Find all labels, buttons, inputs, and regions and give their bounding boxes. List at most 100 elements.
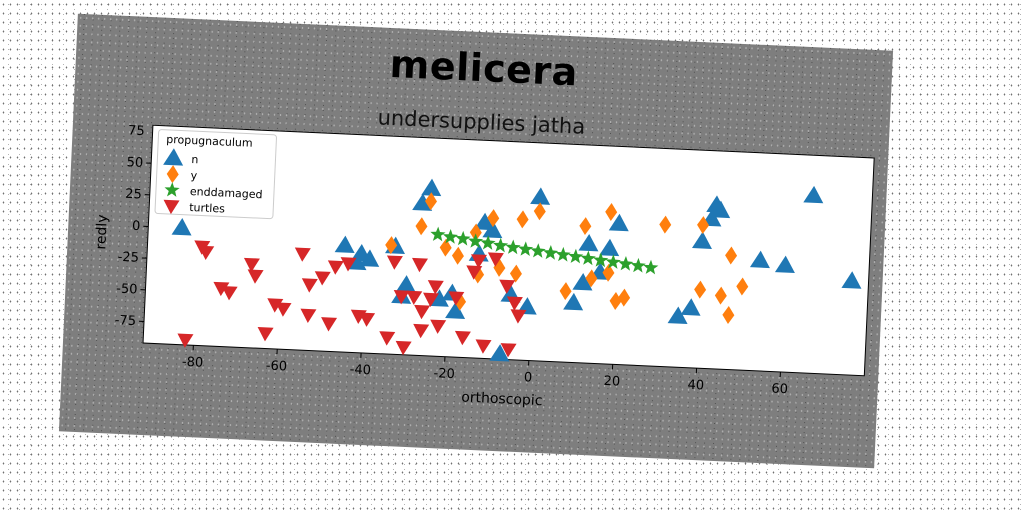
series-0-point (489, 344, 510, 362)
series-1-point (454, 292, 467, 311)
series-3-point (314, 271, 331, 286)
series-3-point (454, 330, 471, 346)
series-1-point (714, 286, 727, 305)
series-2-point (442, 229, 459, 244)
series-3-point (327, 260, 344, 275)
series-3-point (395, 340, 412, 356)
series-0-point (680, 298, 701, 316)
y-tick-label: -25 (117, 250, 139, 266)
series-0-point (421, 178, 442, 197)
series-2-point (543, 245, 559, 260)
x-tick-label: 0 (524, 370, 533, 385)
series-3-point (414, 304, 431, 320)
series-1-point (605, 203, 618, 222)
legend-marker-1 (166, 165, 179, 184)
series-2-point (618, 256, 634, 271)
series-3-point (487, 252, 504, 267)
series-1-point (509, 264, 522, 283)
series-1-point (415, 217, 428, 236)
series-3-point (448, 291, 465, 306)
x-tick-label: -80 (182, 355, 204, 371)
series-3-point (475, 339, 492, 354)
y-tick-label: -75 (114, 313, 136, 329)
series-0-point (667, 306, 688, 324)
series-3-point (427, 280, 444, 295)
series-3-point (340, 257, 357, 272)
series-1-point (618, 288, 631, 307)
series-0-point (334, 235, 355, 254)
series-0-point (412, 193, 433, 211)
series-1-point (516, 210, 529, 229)
series-0-point (841, 271, 862, 289)
series-2-point (517, 241, 534, 257)
series-0-point (445, 301, 466, 319)
series-3-point (275, 302, 292, 317)
series-0-point (803, 185, 824, 204)
series-3-point (386, 255, 403, 270)
chart-card: melicera undersupplies jatha -80 -60 -40 -2… (58, 13, 894, 469)
series-1-point (472, 265, 485, 284)
series-0-point (474, 212, 495, 231)
series-0-point (563, 292, 584, 311)
series-3-point (379, 331, 396, 346)
legend-title: propugnaculum (166, 133, 253, 150)
series-1-point (439, 238, 452, 257)
series-3-point (321, 317, 338, 332)
series-1-point (493, 258, 506, 277)
legend-box (154, 129, 277, 220)
x-axis-label: orthoscopic (461, 390, 543, 410)
series-2-point (605, 254, 621, 269)
series-3-point (221, 286, 238, 301)
series-1-point (602, 263, 615, 282)
series-3-point (430, 319, 447, 334)
x-tick-label: 20 (603, 374, 620, 390)
series-3-point (471, 254, 487, 269)
series-2-point (593, 252, 609, 268)
series-1-point (722, 306, 735, 325)
series-3-point (213, 281, 230, 297)
scatter-plot: -80 -60 -40 -20 0 20 40 60 50 25 0 -25 -50 -75 75 ortho… (93, 123, 875, 410)
y-tick-label: 0 (132, 219, 141, 234)
series-0-point (530, 187, 551, 205)
legend-label: turtles (189, 201, 225, 216)
series-0-point (710, 200, 731, 219)
series-3-point (198, 245, 215, 260)
series-3-point (301, 278, 318, 293)
series-3-point (177, 333, 194, 348)
series-0-point (774, 255, 795, 274)
series-2-point (430, 226, 446, 242)
series-1-point (697, 216, 710, 235)
legend-label: y (190, 169, 198, 182)
series-3-point (500, 343, 517, 358)
series-3-point (247, 269, 264, 284)
y-tick-label: 50 (126, 155, 143, 171)
y-tick-label-top: 75 (128, 123, 145, 139)
series-3-point (499, 279, 516, 294)
series-1-point (559, 282, 572, 301)
series-2-point (555, 246, 571, 262)
legend-marker-2 (164, 182, 180, 197)
series-3-point (393, 290, 410, 305)
series-2-point (568, 248, 584, 264)
series-0-point (608, 213, 629, 232)
x-tick-label: 40 (687, 378, 704, 394)
series-3-point (359, 312, 376, 327)
series-0-point (749, 250, 770, 269)
series-1-point (425, 192, 437, 211)
series-3-point (257, 326, 274, 342)
series-2-point (630, 257, 646, 273)
x-tick-label: -40 (349, 362, 371, 378)
series-0-point (691, 231, 712, 249)
series-3-point (294, 247, 311, 262)
x-tick-label: -20 (433, 366, 455, 382)
series-3-point (300, 308, 317, 323)
series-3-point (466, 265, 483, 280)
legend-label: n (191, 153, 199, 166)
series-0-point (351, 243, 372, 262)
series-3-point (506, 296, 523, 311)
series-0-point (428, 289, 449, 307)
series-3-point (412, 257, 429, 273)
series-0-point (578, 233, 599, 252)
series-0-point (572, 273, 593, 291)
series-2-point (505, 239, 521, 255)
